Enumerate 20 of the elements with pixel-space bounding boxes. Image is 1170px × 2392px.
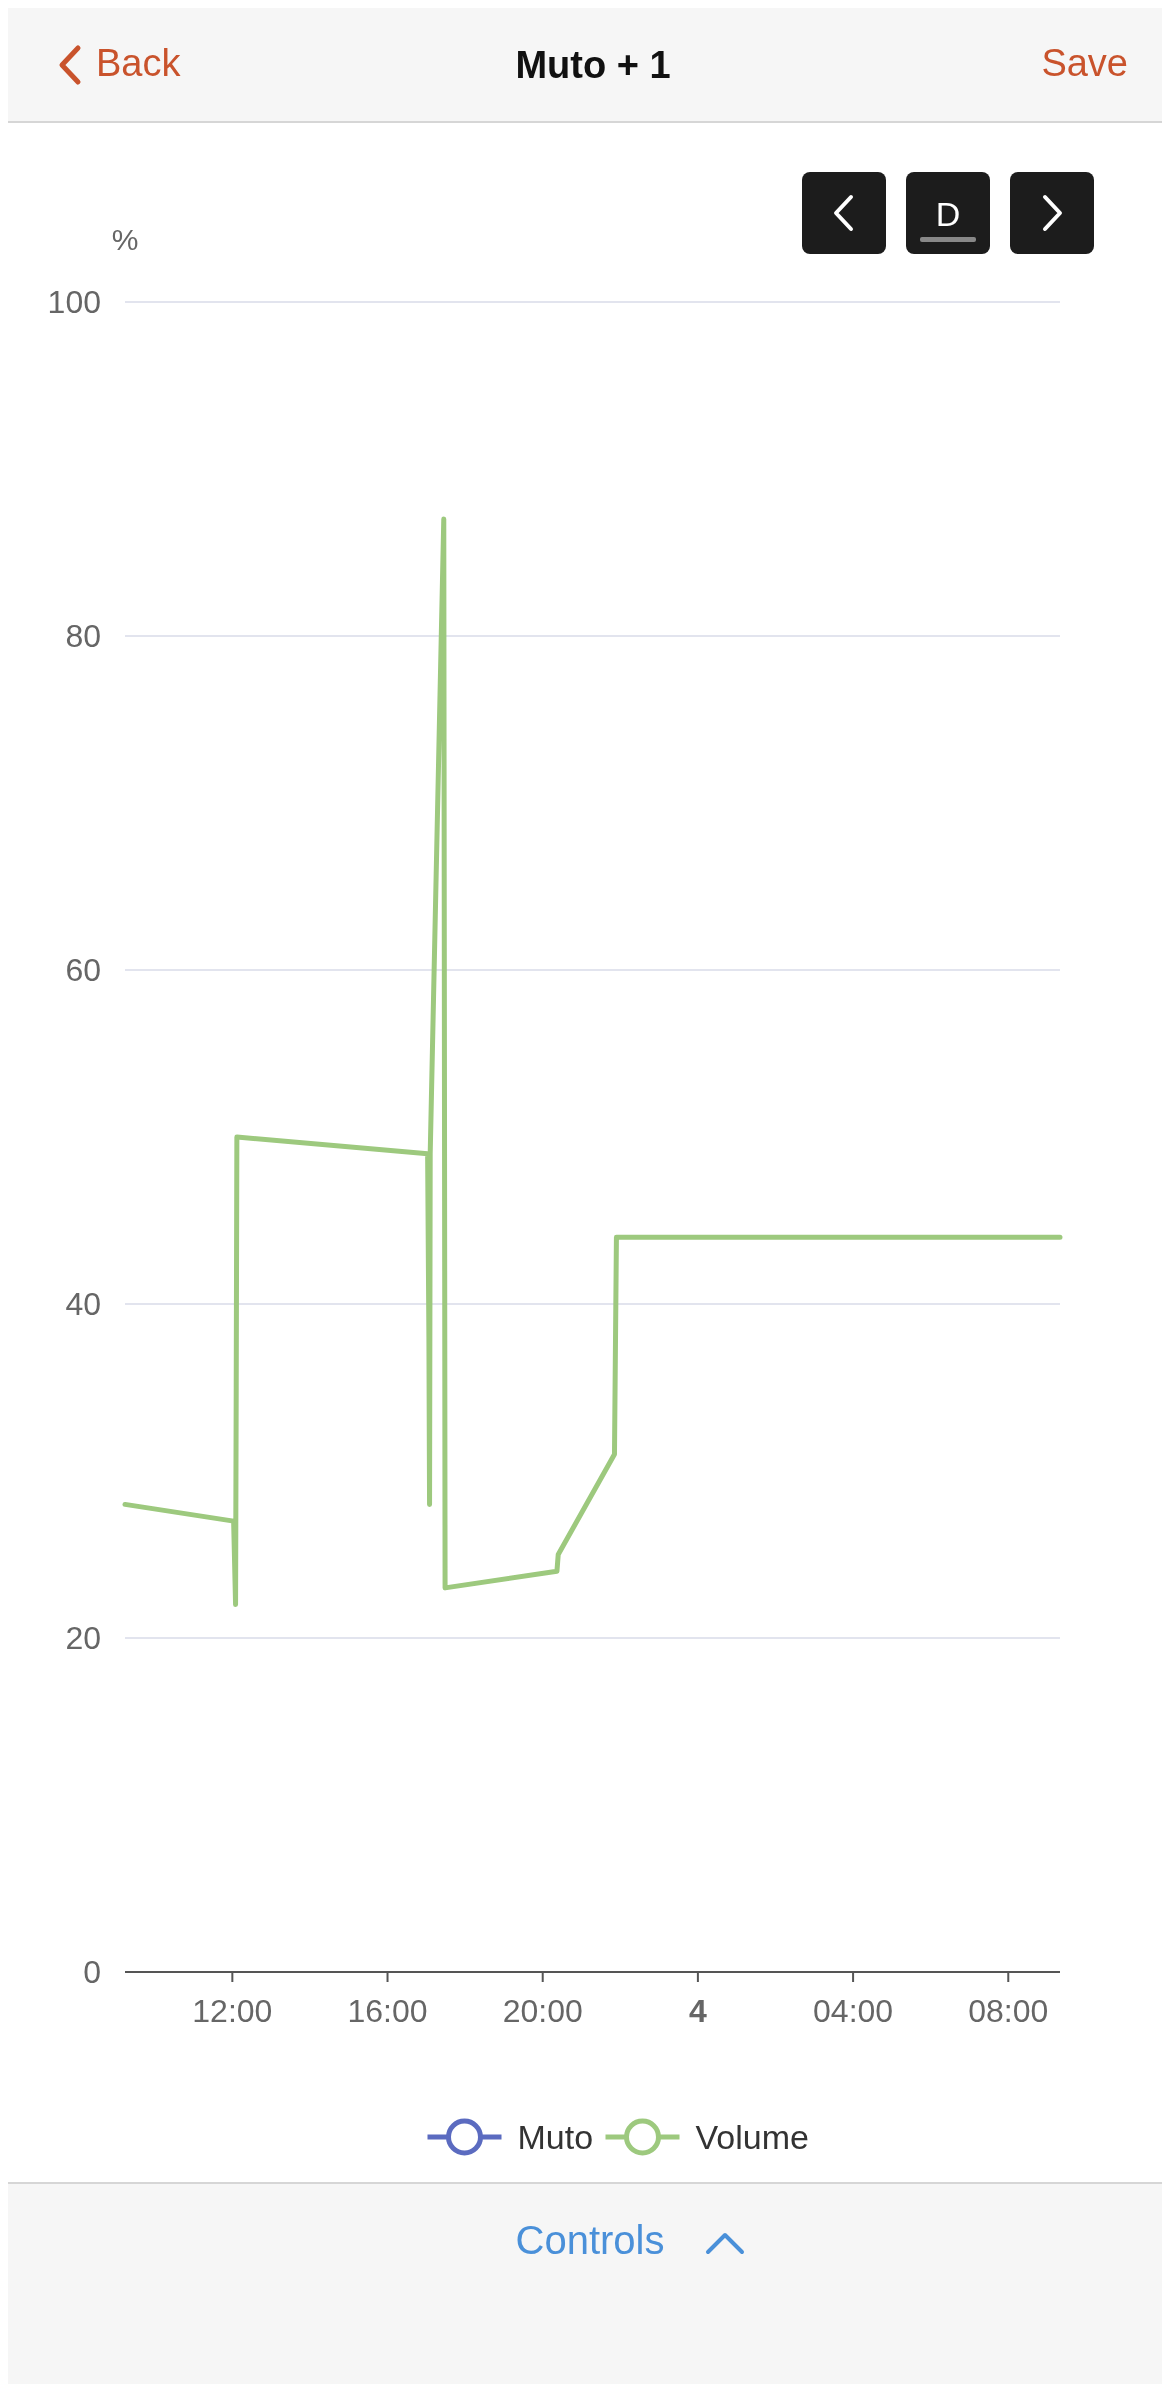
chart-title: Muto + 1 [515,44,671,86]
y-tick-label: 40 [65,1286,101,1322]
text: Save [1041,42,1128,84]
y-tick-label: 100 [47,284,101,320]
legend-label: Volume [695,2118,809,2156]
x-tick-label: 16:00 [347,1993,428,2029]
text: Back [96,42,182,84]
text: Controls [515,2218,665,2262]
x-tick-label: 20:00 [502,1993,583,2029]
legend-label: Muto [517,2118,594,2156]
y-tick-label: 0 [83,1954,101,1990]
x-tick-label: 12:00 [192,1993,273,2029]
x-tick-label: 4 [689,1993,707,2029]
x-tick-label: 04:00 [813,1993,894,2029]
text: D [935,195,961,233]
y-axis-title: % [111,223,139,256]
y-tick-label: 80 [65,618,101,654]
y-tick-label: 60 [65,952,101,988]
x-tick-label: 08:00 [968,1993,1049,2029]
y-tick-label: 20 [65,1620,101,1656]
